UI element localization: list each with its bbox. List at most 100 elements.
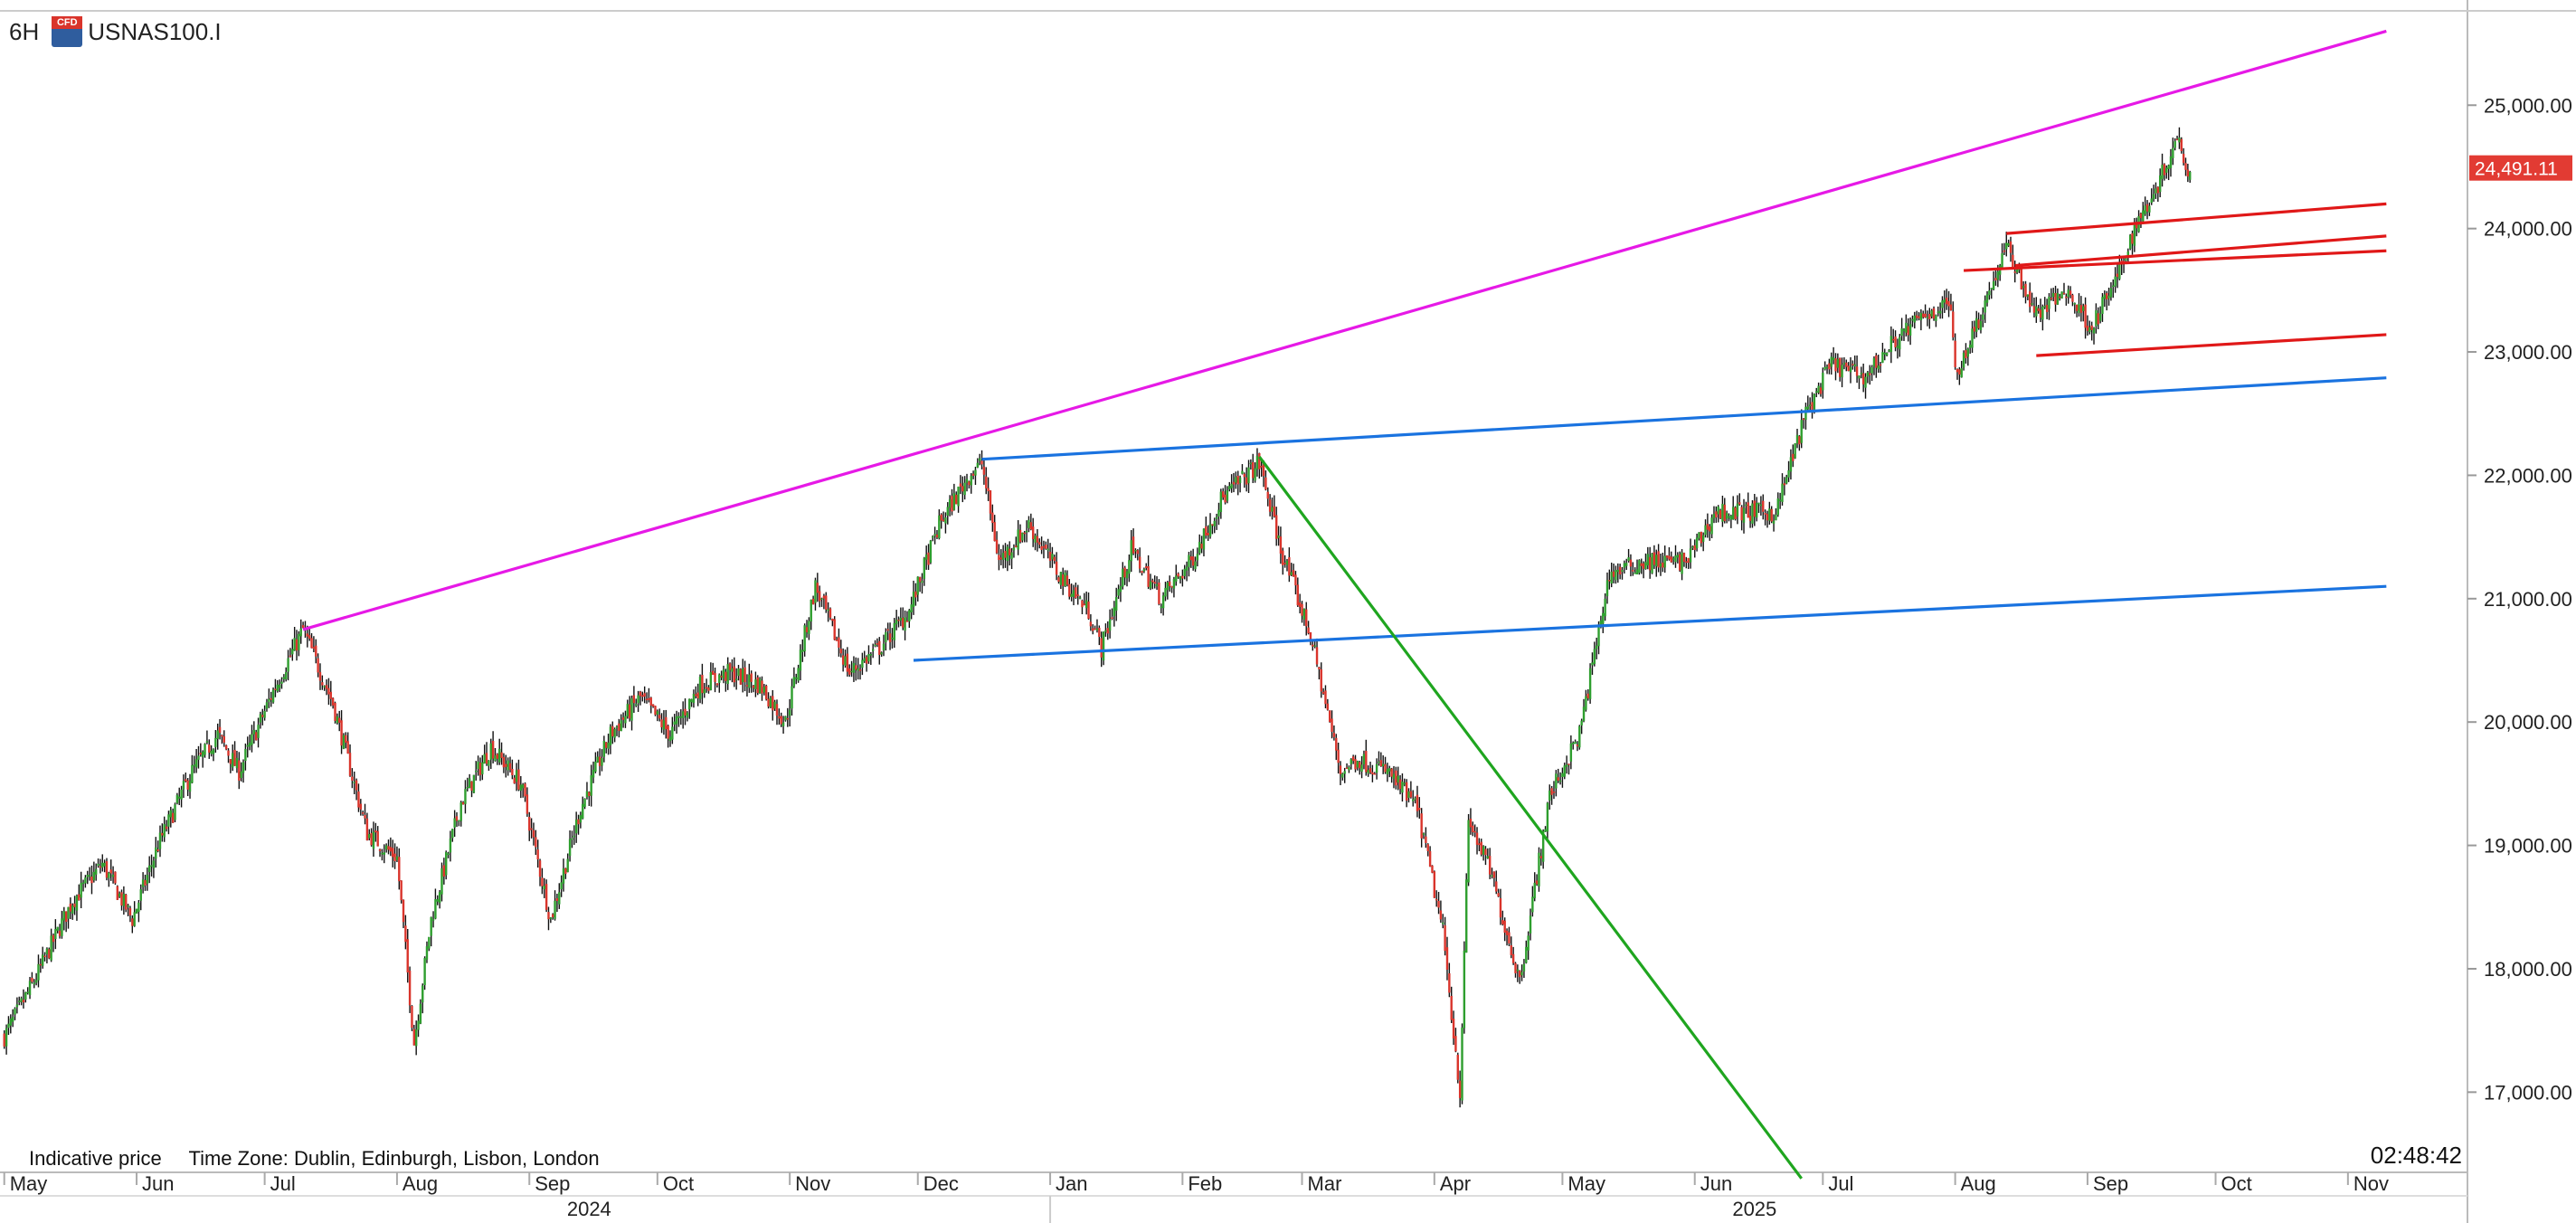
candle-body <box>2045 305 2049 312</box>
candle-body <box>1753 500 1757 517</box>
candle-body <box>2161 165 2164 179</box>
candle-body <box>1979 320 1983 331</box>
candle-body <box>1378 762 1380 763</box>
candle-body <box>417 1020 420 1030</box>
candle-body <box>175 794 179 803</box>
candle-body <box>1141 571 1143 574</box>
candle-body <box>1908 324 1912 337</box>
candle-body <box>2095 310 2098 327</box>
candle-body <box>987 488 990 492</box>
candle-body <box>1018 529 1022 543</box>
candle-body <box>125 894 128 910</box>
candle-body <box>131 918 134 926</box>
candle-body <box>180 789 183 800</box>
candle-body <box>2060 291 2063 299</box>
x-tick-label: Sep <box>2093 1172 2128 1195</box>
candle-body <box>985 476 988 488</box>
candle-body <box>1354 759 1357 770</box>
candle-body <box>521 784 525 789</box>
candle-body <box>632 695 636 704</box>
candle-body <box>1228 486 1231 490</box>
candle-body <box>2182 154 2185 164</box>
candle-body <box>174 804 176 820</box>
candle-body <box>1046 548 1049 551</box>
candle-body <box>808 621 810 634</box>
candle-body <box>1992 281 1995 289</box>
candle-body <box>1252 461 1255 479</box>
candle-body <box>1674 555 1677 563</box>
y-tick-label: 21,000.00 <box>2484 588 2572 611</box>
candle-body <box>1125 571 1129 579</box>
candle-body <box>1164 587 1167 597</box>
candle-body <box>1478 843 1481 846</box>
x-tick-label: Dec <box>923 1172 959 1195</box>
candle-body <box>1006 546 1009 562</box>
candle-body <box>1985 294 1989 303</box>
candle-body <box>935 534 939 538</box>
candle-body <box>259 714 262 723</box>
y-tick-label: 19,000.00 <box>2484 835 2572 858</box>
candle-body <box>803 625 806 651</box>
candle-body <box>1996 271 2000 280</box>
candle-body <box>1625 563 1628 566</box>
candle-body <box>368 833 371 839</box>
candle-body <box>722 669 725 679</box>
candle-body <box>1288 557 1291 576</box>
candle-body <box>618 723 620 731</box>
candle-body <box>728 663 732 670</box>
candle-body <box>1888 350 1890 352</box>
candle-body <box>1075 587 1077 599</box>
symbol-label[interactable]: USNAS100.I <box>88 17 222 45</box>
last-price-label: 24,491.11 <box>2475 159 2558 180</box>
candle-body <box>1315 647 1319 665</box>
candle-body <box>1618 566 1622 575</box>
candle-body <box>630 698 633 721</box>
candle-body <box>165 826 168 830</box>
candle-body <box>1681 552 1683 574</box>
candle-body <box>2048 297 2050 309</box>
candle-body <box>948 498 952 508</box>
candle-body <box>1552 792 1556 793</box>
candle-body <box>1817 385 1820 393</box>
candle-body <box>348 753 352 776</box>
candle-body <box>995 539 999 554</box>
candle-body <box>1155 584 1159 587</box>
candle-body <box>797 668 800 681</box>
candle-body <box>921 581 923 583</box>
candle-body <box>1839 357 1842 377</box>
candle-body <box>1585 696 1587 710</box>
candle-body <box>754 679 757 689</box>
candle-body <box>1569 743 1573 762</box>
candle-body <box>505 763 507 767</box>
candle-body <box>2098 313 2102 321</box>
candle-body <box>289 655 292 658</box>
x-tick-label: Aug <box>1961 1172 1996 1195</box>
candle-body <box>2086 326 2089 331</box>
candle-body <box>2118 263 2121 280</box>
candle-body <box>2180 138 2183 152</box>
candle-body <box>1153 582 1156 584</box>
candle-body <box>579 815 582 823</box>
candle-body <box>1815 391 1818 393</box>
candle-body <box>1503 920 1506 934</box>
timeframe-label[interactable]: 6H <box>9 17 40 45</box>
candle-body <box>1351 756 1355 762</box>
candle-body <box>566 858 569 873</box>
candle-body <box>1405 782 1408 801</box>
candle-body <box>365 818 369 841</box>
candle-body <box>1605 580 1609 597</box>
candle-body <box>345 735 347 743</box>
candle-body <box>1615 570 1617 581</box>
candle-body <box>1510 944 1512 955</box>
candle-body <box>1682 553 1686 563</box>
candle-body <box>850 670 853 673</box>
candle-body <box>1608 580 1611 582</box>
candle-body <box>1975 318 1978 332</box>
candle-body <box>1689 548 1692 563</box>
candle-body <box>1189 556 1193 561</box>
candle-body <box>654 706 657 716</box>
candle-body <box>2186 169 2190 177</box>
candle-body <box>278 685 281 688</box>
candle-body <box>2163 164 2166 175</box>
